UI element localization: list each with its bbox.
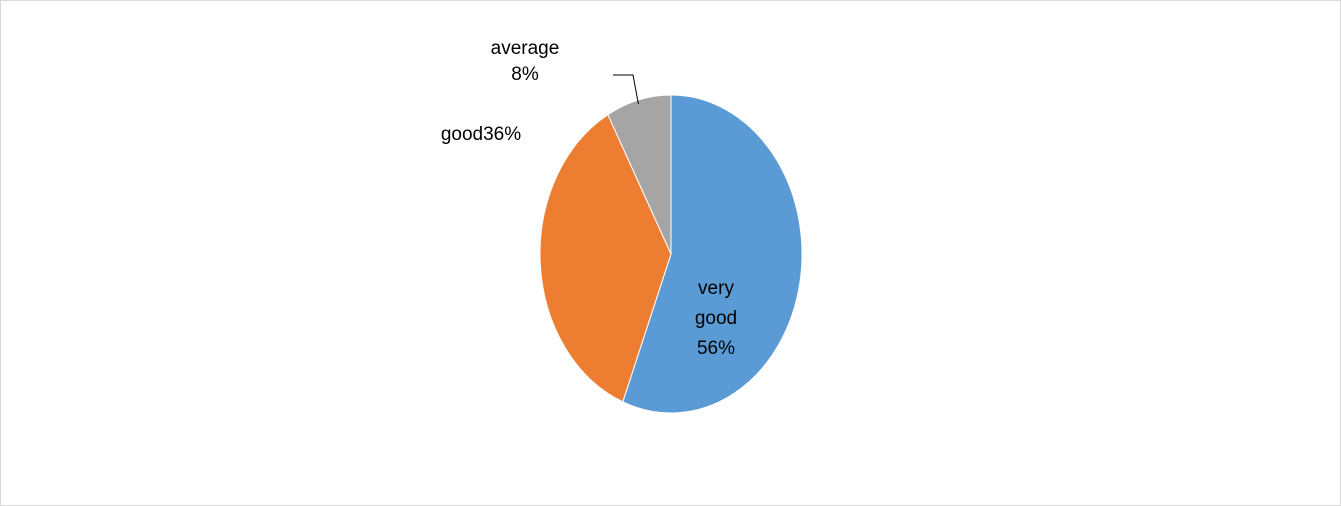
data-label-line: good [695, 308, 737, 329]
data-label-good: good36% [441, 124, 521, 145]
data-label-line: 56% [697, 338, 735, 359]
data-label-very-good: very good 56% [695, 278, 737, 359]
pie-slice-average [607, 94, 672, 255]
data-label-line: good36% [441, 124, 521, 145]
data-label-average: average 8% [491, 38, 560, 85]
pie-slice-good [539, 113, 672, 403]
data-label-line: 8% [511, 64, 539, 85]
leader-line-average [613, 74, 639, 105]
data-label-line: average [491, 38, 560, 59]
data-label-line: very [698, 278, 734, 299]
pie-slice-very-good [622, 94, 803, 414]
